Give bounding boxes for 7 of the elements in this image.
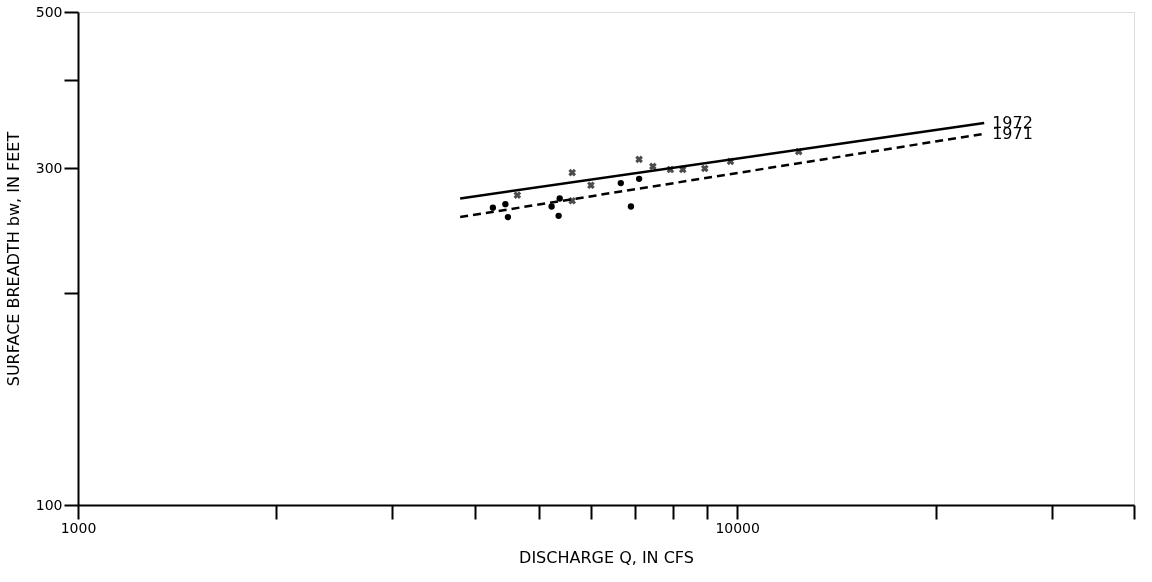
y-axis-title: SURFACE BREADTH bw, IN FEET	[3, 131, 23, 387]
y-tick-label: 500	[35, 3, 63, 20]
x-tick-label: 1000	[60, 519, 97, 536]
y-tick-label: 100	[35, 496, 63, 513]
x-tick-label: 10000	[715, 519, 760, 536]
x-axis-title: DISCHARGE Q, IN CFS	[519, 547, 694, 567]
y-tick-label: 300	[35, 159, 63, 176]
